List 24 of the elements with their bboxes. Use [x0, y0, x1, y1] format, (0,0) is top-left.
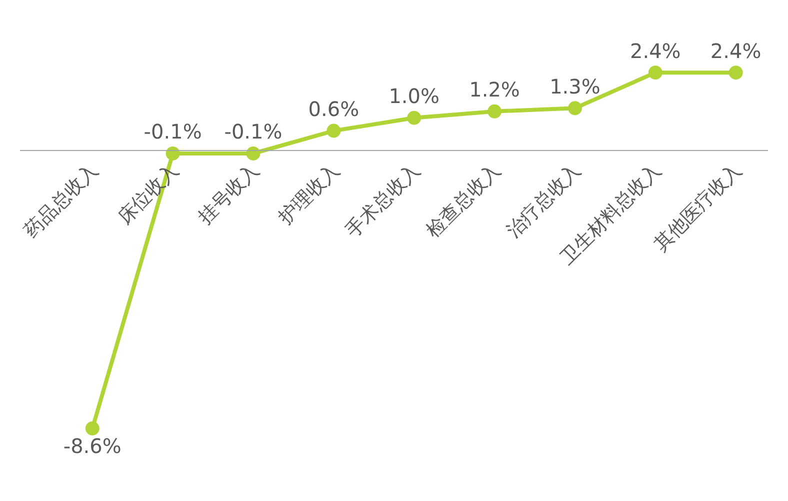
- point: [728, 66, 743, 80]
- point: [568, 101, 582, 116]
- data-label: 0.6%: [308, 97, 360, 122]
- point: [407, 110, 422, 125]
- x-tick-label: 检查总收入: [422, 159, 505, 242]
- point: [246, 146, 260, 160]
- data-label: 1.3%: [550, 74, 600, 98]
- x-tick-label: 挂号收入: [194, 159, 264, 229]
- x-tick-label: 床位收入: [114, 159, 184, 229]
- data-label: -8.6%: [63, 434, 122, 458]
- x-tick-label: 护理收入: [274, 159, 344, 230]
- data-label: 1.0%: [388, 84, 440, 108]
- data-label: -0.1%: [224, 120, 282, 144]
- data-label: 2.4%: [630, 38, 681, 63]
- point: [326, 124, 341, 138]
- point: [166, 146, 180, 160]
- data-label: 2.4%: [710, 38, 762, 63]
- point: [488, 104, 502, 118]
- point: [85, 421, 100, 436]
- data-label: -0.1%: [144, 120, 202, 144]
- x-tick-label: 药品总收入: [20, 159, 103, 242]
- x-tick-label: 手术总收入: [342, 159, 424, 242]
- data-label: 1.2%: [469, 78, 520, 102]
- point: [648, 66, 662, 80]
